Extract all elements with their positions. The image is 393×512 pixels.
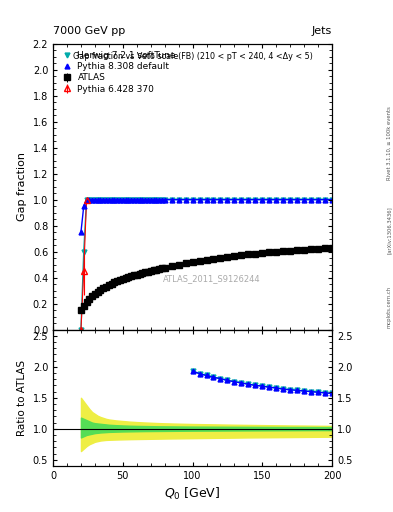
- Pythia 8.308 default: [84, 197, 89, 203]
- Herwig 7.2.1 softTune: [109, 197, 114, 203]
- Text: 7000 GeV pp: 7000 GeV pp: [53, 26, 125, 36]
- Pythia 8.308 default: [323, 197, 327, 203]
- Herwig 7.2.1 softTune: [323, 197, 327, 203]
- Herwig 7.2.1 softTune: [118, 197, 122, 203]
- Legend: Herwig 7.2.1 softTune, Pythia 8.308 default, ATLAS, Pythia 6.428 370: Herwig 7.2.1 softTune, Pythia 8.308 defa…: [57, 48, 179, 96]
- Line: Herwig 7.2.1 softTune: Herwig 7.2.1 softTune: [79, 197, 334, 332]
- Y-axis label: Gap fraction: Gap fraction: [17, 152, 27, 221]
- Text: [arXiv:1306.3436]: [arXiv:1306.3436]: [387, 206, 391, 254]
- Pythia 8.308 default: [330, 197, 334, 203]
- Line: Pythia 8.308 default: Pythia 8.308 default: [79, 197, 334, 234]
- Text: Jets: Jets: [312, 26, 332, 36]
- X-axis label: $Q_0$ [GeV]: $Q_0$ [GeV]: [164, 486, 221, 502]
- Pythia 8.308 default: [295, 197, 299, 203]
- Pythia 8.308 default: [109, 197, 114, 203]
- Pythia 8.308 default: [137, 197, 142, 203]
- Herwig 7.2.1 softTune: [330, 197, 334, 203]
- Y-axis label: Ratio to ATLAS: Ratio to ATLAS: [17, 360, 27, 436]
- Herwig 7.2.1 softTune: [84, 197, 89, 203]
- Herwig 7.2.1 softTune: [137, 197, 142, 203]
- Text: mcplots.cern.ch: mcplots.cern.ch: [387, 286, 391, 328]
- Herwig 7.2.1 softTune: [98, 197, 103, 203]
- Pythia 8.308 default: [98, 197, 103, 203]
- Herwig 7.2.1 softTune: [295, 197, 299, 203]
- Text: ATLAS_2011_S9126244: ATLAS_2011_S9126244: [163, 273, 261, 283]
- Herwig 7.2.1 softTune: [79, 327, 83, 333]
- Text: Gap fraction vs Veto scale(FB) (210 < pT < 240, 4 <Δy < 5): Gap fraction vs Veto scale(FB) (210 < pT…: [73, 52, 312, 61]
- Pythia 8.308 default: [118, 197, 122, 203]
- Text: Rivet 3.1.10, ≥ 100k events: Rivet 3.1.10, ≥ 100k events: [387, 106, 391, 180]
- Pythia 8.308 default: [79, 229, 83, 235]
